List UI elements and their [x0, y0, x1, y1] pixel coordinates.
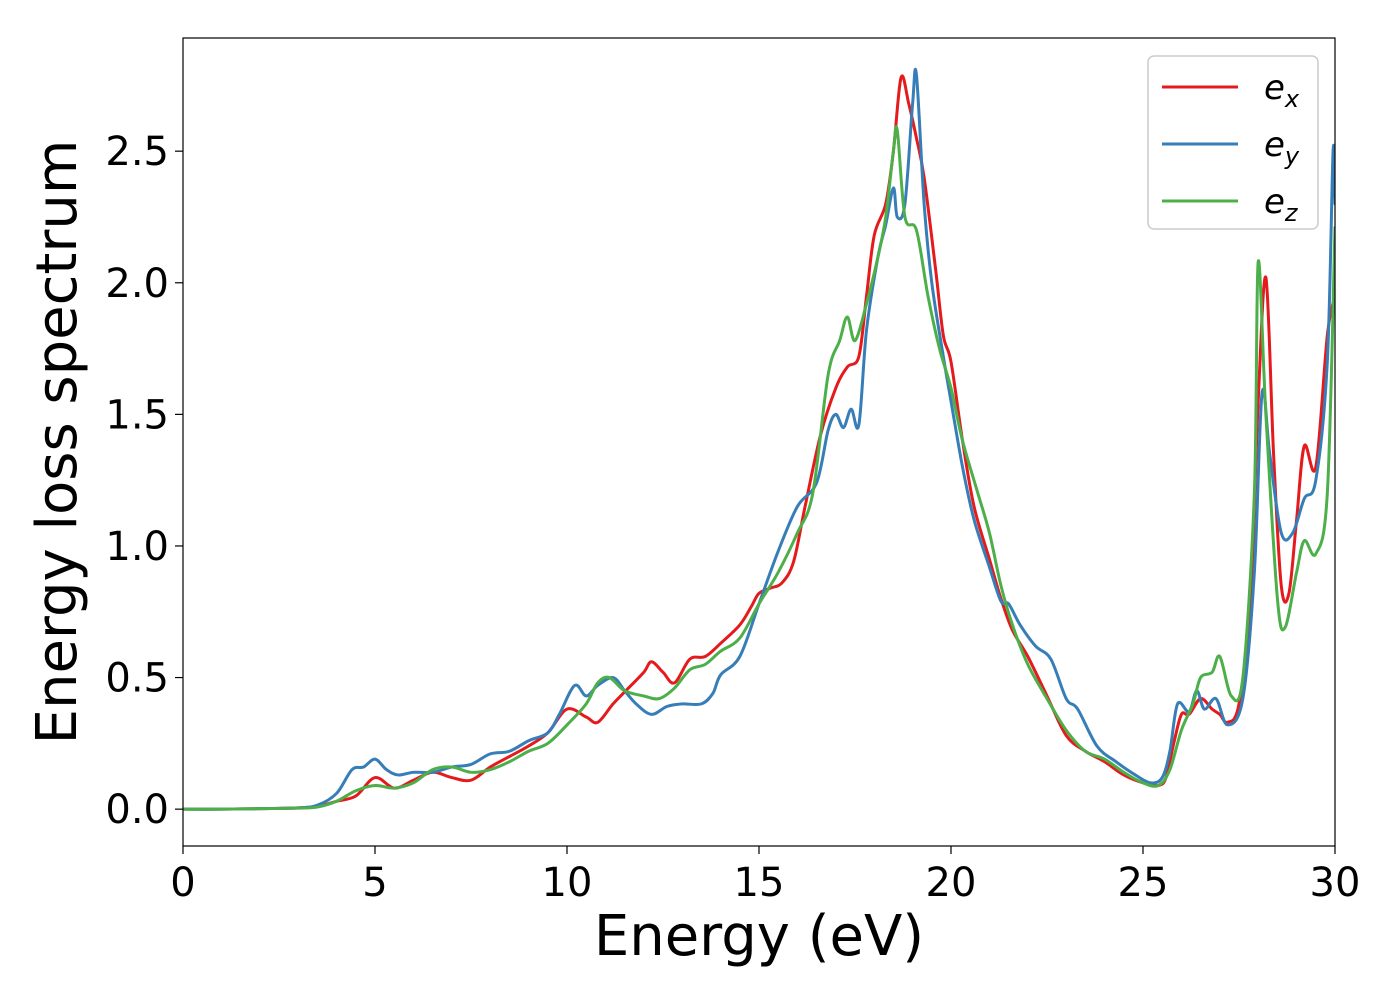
series-layer — [183, 67, 1335, 811]
y-tick-label: 0.5 — [105, 656, 169, 702]
x-tick-label: 30 — [1310, 860, 1361, 906]
y-axis-label: Energy loss spectrum — [25, 140, 90, 745]
y-axis: 0.0 0.5 1.0 1.5 2.0 2.5 — [105, 129, 183, 833]
y-tick-label: 2.0 — [105, 261, 169, 307]
legend: ex ey ez — [1147, 55, 1319, 230]
x-tick-label: 0 — [170, 860, 195, 906]
legend-label-z: ez — [1264, 182, 1299, 227]
x-axis-label: Energy (eV) — [594, 904, 924, 969]
y-tick-label: 0.0 — [105, 787, 169, 833]
legend-label-x: ex — [1264, 68, 1300, 113]
x-tick-label: 20 — [926, 860, 977, 906]
x-tick-label: 25 — [1118, 860, 1169, 906]
y-tick-label: 1.5 — [105, 392, 169, 438]
series-line-e-z — [183, 125, 1335, 811]
y-tick-label: 2.5 — [105, 129, 169, 175]
x-tick-label: 10 — [542, 860, 593, 906]
x-axis: 0 5 10 15 20 25 30 — [170, 846, 1360, 906]
x-tick-label: 5 — [362, 860, 387, 906]
x-tick-label: 15 — [734, 860, 785, 906]
legend-label-y: ey — [1264, 125, 1300, 170]
series-line-e-y — [183, 67, 1335, 811]
y-tick-label: 1.0 — [105, 524, 169, 570]
